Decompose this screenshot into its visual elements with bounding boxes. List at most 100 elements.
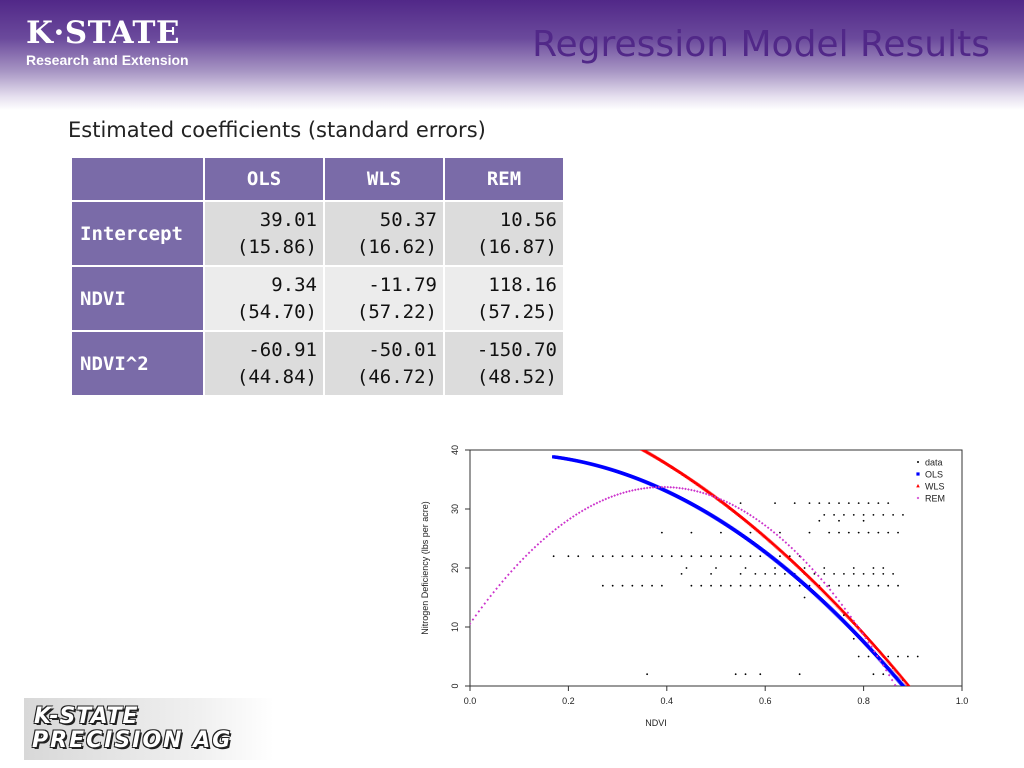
fit-point-rem (527, 551, 531, 555)
fit-point-rem (595, 501, 599, 505)
fit-point-rem (498, 583, 501, 587)
fit-point-rem (909, 710, 912, 713)
fit-point-rem (586, 506, 590, 509)
column-header: WLS (325, 158, 443, 200)
fit-point-ols (907, 691, 910, 694)
logo-main-text: K·STATE (26, 15, 181, 51)
data-point (833, 573, 835, 575)
fit-point-wls (920, 699, 924, 702)
fit-point-rem (690, 488, 693, 492)
kstate-logo: K·STATE Research and Extension (26, 16, 189, 68)
data-point (872, 573, 875, 575)
data-point (739, 502, 742, 504)
fit-point-rem (755, 517, 758, 521)
fit-point-ols (908, 692, 911, 695)
fit-point-rem (625, 490, 628, 494)
footer-logo-line1: K-STATE (34, 704, 139, 729)
fit-point-rem (580, 509, 584, 513)
fit-point-rem (510, 570, 513, 573)
fit-point-rem (763, 524, 767, 527)
column-header: OLS (205, 158, 323, 200)
data-point (867, 502, 870, 504)
fit-point-rem (793, 549, 797, 553)
fit-point-rem (719, 498, 723, 501)
data-point (798, 584, 801, 587)
data-point (857, 531, 860, 534)
fit-point-ols (903, 686, 906, 689)
fit-point-wls (918, 697, 922, 700)
fit-point-rem (834, 595, 838, 599)
row-header: NDVI (72, 267, 203, 330)
data-point (852, 567, 855, 569)
fit-point-ols (910, 695, 913, 698)
fit-point-rem (743, 510, 746, 513)
data-point (803, 596, 806, 599)
coefficients-table: OLS WLS REM Intercept 39.01 (15.86) 50.37… (70, 156, 565, 397)
y-tick-label: 10 (450, 622, 460, 632)
fit-point-rem (825, 584, 829, 588)
fit-point-wls (921, 701, 925, 704)
data-point (803, 567, 806, 569)
fit-point-rem (480, 606, 484, 609)
fit-point-rem (678, 486, 681, 490)
fit-point-rem (642, 487, 646, 490)
data-point (680, 573, 683, 575)
x-tick-label: 0.6 (759, 696, 772, 706)
fit-point-rem (790, 546, 794, 550)
fit-point-rem (887, 673, 891, 677)
fit-point-ols (919, 705, 922, 708)
data-point (877, 584, 880, 587)
data-point (715, 567, 717, 569)
coef-value: 50.37 (379, 208, 437, 231)
fit-point-rem (725, 500, 729, 504)
data-point (621, 555, 624, 558)
x-tick-label: 0.2 (562, 696, 575, 706)
fit-point-ols (909, 693, 912, 696)
data-point (897, 531, 899, 534)
fit-point-rem (545, 535, 549, 538)
data-point (897, 655, 899, 658)
data-point (838, 519, 840, 522)
data-point (823, 514, 826, 516)
fit-point-rem (698, 490, 702, 494)
data-point (759, 584, 762, 587)
x-axis-label: NDVI (645, 718, 667, 728)
table-row: NDVI 9.34 (54.70) -11.79 (57.22) 118.16 (57… (72, 267, 563, 330)
data-point (828, 531, 831, 534)
y-tick-label: 30 (450, 504, 460, 514)
fit-point-rem (822, 581, 826, 584)
data-point (847, 502, 850, 504)
data-point (774, 573, 776, 575)
fit-point-rem (897, 689, 900, 692)
fit-point-rem (873, 650, 876, 653)
x-tick-label: 0.0 (464, 696, 477, 706)
fit-point-rem (657, 485, 661, 489)
fit-point-rem (604, 497, 608, 501)
data-point (774, 567, 776, 569)
coef-value: -11.79 (368, 273, 437, 296)
fit-point-ols (920, 707, 923, 710)
data-point (641, 584, 644, 587)
fit-point-wls (917, 696, 921, 699)
fit-point-rem (536, 543, 540, 546)
fit-point-rem (583, 507, 587, 511)
coef-cell: 39.01 (15.86) (205, 202, 323, 265)
data-point (882, 573, 885, 575)
fit-point-wls (911, 688, 915, 691)
data-point (818, 502, 821, 504)
fit-point-rem (521, 557, 525, 561)
data-point (862, 519, 865, 522)
coef-cell: -11.79 (57.22) (325, 267, 443, 330)
fit-point-rem (784, 541, 788, 544)
data-point (882, 673, 885, 676)
y-tick-label: 20 (450, 563, 460, 573)
data-point (749, 531, 752, 534)
logo-sub-text: Research and Extension (26, 52, 189, 68)
fit-point-rem (775, 533, 779, 537)
fit-point-rem (569, 517, 572, 520)
fit-point-rem (492, 590, 495, 594)
fit-point-rem (811, 567, 814, 571)
fit-point-rem (900, 694, 903, 697)
table-row: Intercept 39.01 (15.86) 50.37 (16.62) 10.5… (72, 202, 563, 265)
fit-point-rem (870, 645, 873, 649)
